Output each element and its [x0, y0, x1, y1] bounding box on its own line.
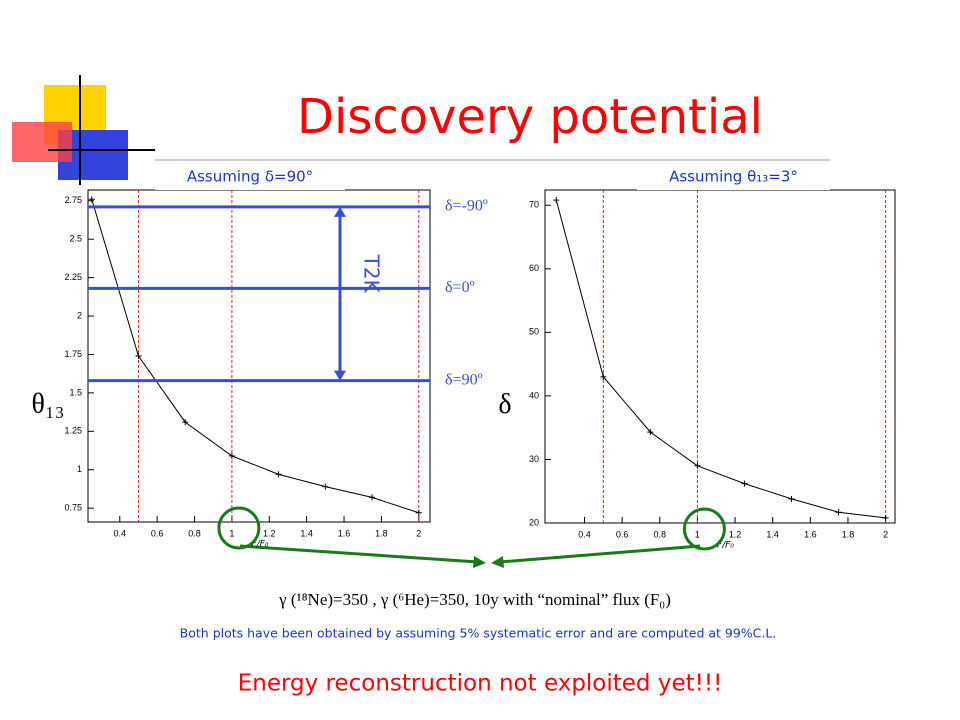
hline-label: δ=-90º: [445, 198, 488, 215]
x-tick-label: 1.2: [263, 528, 276, 538]
x-tick-label: 0.4: [114, 528, 127, 538]
data-line: [91, 199, 419, 514]
y-tick-label: 1.75: [64, 349, 82, 359]
y-tick-label: 1.25: [64, 426, 82, 436]
x-tick-label: 0.8: [654, 529, 667, 539]
subtitle: Assuming δ=90°: [187, 168, 313, 186]
caption: γ (¹⁸Ne)=350 , γ (⁶He)=350, 10y with “no…: [278, 590, 671, 609]
point-marker: [694, 462, 701, 469]
hline-label: δ=90º: [445, 371, 483, 388]
x-tick-label: 1.4: [300, 528, 313, 538]
x-tick-label: 0.4: [578, 529, 591, 539]
x-axis-label: F/F₀: [717, 541, 734, 551]
x-tick-label: 2: [883, 529, 888, 539]
x-tick-label: 0.6: [151, 528, 164, 538]
highlight-circle: [217, 506, 261, 550]
arrow: [499, 544, 701, 564]
highlight-circle: [682, 507, 726, 551]
y-tick-label: 2.5: [69, 234, 82, 244]
y-axis-label: θ₁₃: [32, 388, 65, 419]
y-tick-label: 20: [529, 517, 539, 527]
point-marker: [788, 495, 795, 502]
note: Both plots have been obtained by assumin…: [180, 626, 777, 641]
point-marker: [322, 483, 329, 490]
point-marker: [415, 509, 422, 516]
point-marker: [182, 419, 189, 426]
point-marker: [135, 353, 142, 359]
x-tick-label: 1.6: [338, 528, 351, 538]
point-marker: [553, 197, 560, 204]
y-tick-label: 2.75: [64, 195, 82, 205]
x-axis-label: F/F₀: [251, 540, 268, 550]
x-tick-label: 1.4: [766, 529, 779, 539]
point-marker: [275, 471, 282, 478]
y-tick-label: 1: [77, 464, 82, 474]
arrow-head: [334, 206, 346, 217]
point-marker: [600, 373, 607, 380]
logo-red: [12, 122, 72, 162]
y-axis-label: δ: [498, 389, 511, 420]
arrows: [239, 544, 701, 568]
y-tick-label: 30: [529, 454, 539, 464]
data-line: [555, 200, 886, 519]
arrow-head: [491, 556, 504, 568]
y-tick-label: 50: [529, 327, 539, 337]
point-marker: [882, 514, 889, 521]
y-tick-label: 70: [529, 200, 539, 210]
arrow-head: [334, 370, 346, 381]
annotation: T2K: [360, 254, 384, 294]
point-marker: [88, 196, 95, 203]
y-tick-label: 1.5: [69, 387, 82, 397]
hline-label: δ=0º: [445, 279, 475, 296]
y-tick-label: 40: [529, 390, 539, 400]
x-tick-label: 1.6: [804, 529, 817, 539]
x-tick-label: 0.6: [616, 529, 629, 539]
logo: [12, 75, 155, 185]
conclusion: Energy reconstruction not exploited yet!…: [238, 671, 723, 697]
x-tick-label: 2: [416, 528, 421, 538]
point-marker: [647, 429, 654, 436]
point-marker: [835, 509, 842, 516]
x-tick-label: 1.2: [729, 529, 742, 539]
x-tick-label: 1: [695, 529, 700, 539]
arrow-head: [473, 556, 486, 568]
y-tick-label: 2: [77, 310, 82, 320]
point-marker: [228, 452, 235, 459]
x-tick-label: 1.8: [375, 528, 388, 538]
point-marker: [741, 480, 748, 487]
point-marker: [369, 494, 376, 501]
x-tick-label: 1: [229, 528, 234, 538]
subtitle-box: [637, 162, 830, 190]
y-tick-label: 2.25: [64, 272, 82, 282]
y-tick-label: 60: [529, 263, 539, 273]
arrow: [239, 544, 479, 564]
slide-title: Discovery potential: [297, 89, 763, 145]
y-tick-label: 0.75: [64, 503, 82, 513]
subtitle: Assuming θ₁₃=3°: [669, 168, 798, 186]
subtitle-box: [155, 162, 345, 190]
x-tick-label: 1.8: [842, 529, 855, 539]
x-tick-label: 0.8: [188, 528, 201, 538]
